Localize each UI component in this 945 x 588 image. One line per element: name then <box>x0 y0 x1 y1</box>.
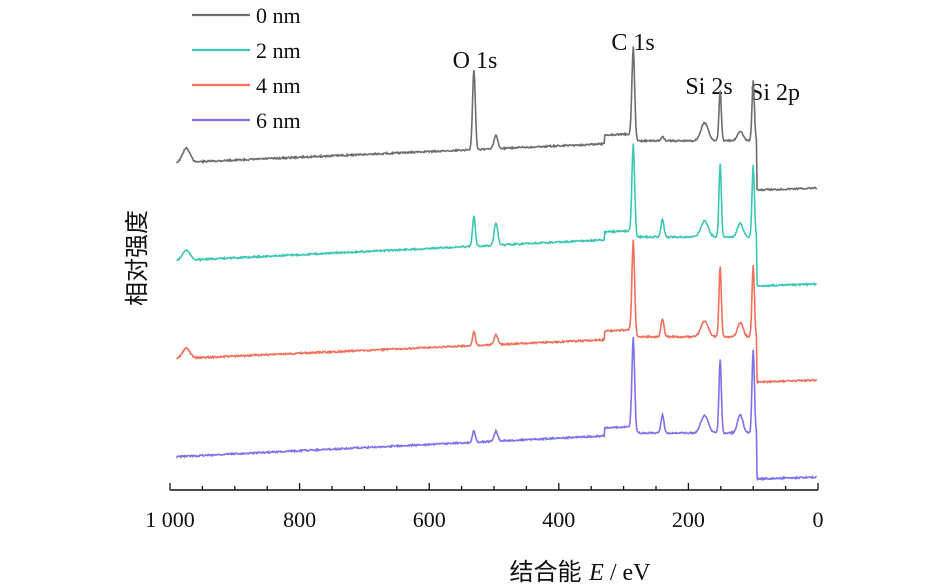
legend-label: 4 nm <box>256 73 301 98</box>
y-axis-label: 相对强度 <box>123 210 151 306</box>
legend: 0 nm 2 nm 4 nm 6 nm <box>192 3 301 133</box>
legend-label: 2 nm <box>256 38 301 63</box>
series-line <box>176 239 818 385</box>
peak-label: Si 2s <box>685 74 732 100</box>
legend-label: 6 nm <box>256 108 301 133</box>
x-tick-label: 0 <box>813 507 824 532</box>
series-line <box>176 143 817 288</box>
x-axis-label: 结合能 E / eV <box>510 558 652 586</box>
peak-label: Si 2p <box>750 80 800 106</box>
series-line <box>175 46 818 192</box>
x-tick-label: 600 <box>413 507 446 532</box>
x-tick-label: 1 000 <box>145 507 195 532</box>
plot-lines <box>175 46 818 482</box>
peak-label: O 1s <box>453 48 498 74</box>
legend-label: 0 nm <box>256 3 301 28</box>
x-axis: 1 000 800 600 400 200 0 <box>145 483 824 532</box>
x-tick-label: 800 <box>283 507 316 532</box>
x-tick-label: 400 <box>542 507 575 532</box>
x-tick-label: 200 <box>672 507 705 532</box>
series-line <box>175 336 817 482</box>
